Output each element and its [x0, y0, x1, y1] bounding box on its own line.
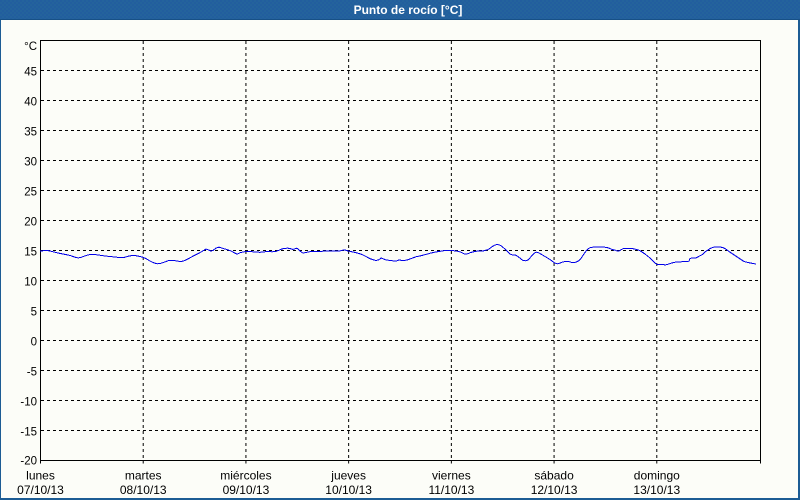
svg-text:10: 10: [24, 277, 37, 289]
svg-text:°C: °C: [24, 41, 37, 53]
svg-text:miércoles: miércoles: [220, 469, 271, 483]
svg-text:40: 40: [24, 97, 37, 109]
svg-text:25: 25: [24, 187, 37, 199]
svg-text:45: 45: [24, 67, 37, 79]
svg-text:-5: -5: [27, 367, 37, 379]
svg-text:martes: martes: [125, 469, 162, 483]
svg-text:jueves: jueves: [330, 469, 366, 483]
svg-text:12/10/13: 12/10/13: [531, 483, 578, 497]
svg-text:15: 15: [24, 247, 37, 259]
svg-text:Punto de rocío [°C]: Punto de rocío [°C]: [354, 3, 463, 17]
svg-text:20: 20: [24, 217, 37, 229]
svg-text:08/10/13: 08/10/13: [120, 483, 167, 497]
svg-text:sábado: sábado: [534, 469, 574, 483]
svg-text:35: 35: [24, 127, 37, 139]
svg-text:09/10/13: 09/10/13: [223, 483, 270, 497]
svg-text:30: 30: [24, 157, 37, 169]
svg-text:11/10/13: 11/10/13: [428, 483, 474, 497]
svg-text:lunes: lunes: [26, 469, 55, 483]
svg-text:10/10/13: 10/10/13: [325, 483, 372, 497]
svg-text:0: 0: [31, 337, 37, 349]
svg-text:5: 5: [31, 307, 37, 319]
svg-text:-15: -15: [20, 427, 37, 439]
svg-text:13/10/13: 13/10/13: [633, 483, 680, 497]
svg-text:viernes: viernes: [432, 469, 471, 483]
svg-text:07/10/13: 07/10/13: [17, 483, 64, 497]
svg-text:-20: -20: [20, 456, 37, 468]
svg-text:-10: -10: [20, 397, 37, 409]
svg-text:domingo: domingo: [634, 469, 680, 483]
